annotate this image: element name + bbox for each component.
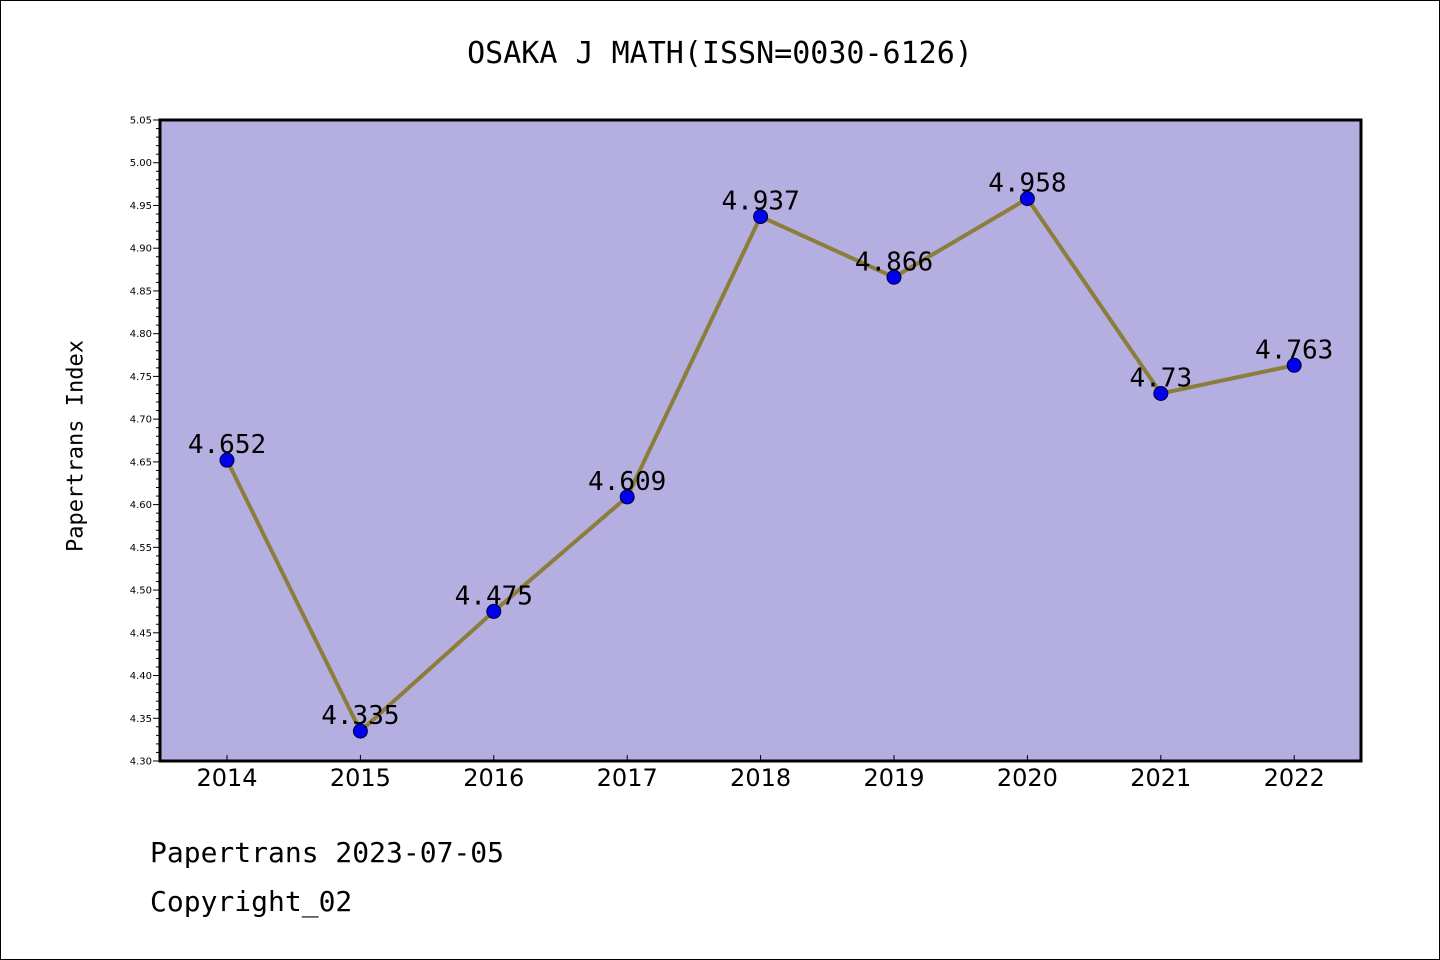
data-point: [486, 603, 502, 619]
y-tick-label: 5.05: [130, 116, 152, 127]
data-point: [1153, 385, 1169, 401]
x-tick-label: 2020: [997, 764, 1058, 792]
data-label: 4.609: [588, 467, 666, 497]
x-tick-label: 2022: [1264, 764, 1325, 792]
chart-title: OSAKA J MATH(ISSN=0030-6126): [467, 36, 973, 71]
data-label: 4.475: [455, 581, 533, 611]
y-tick-label: 4.80: [130, 329, 152, 340]
x-tick-label: 2016: [463, 764, 524, 792]
y-tick-label: 4.30: [130, 757, 152, 768]
data-point: [352, 723, 368, 739]
data-label: 4.937: [721, 187, 799, 217]
data-point: [619, 489, 635, 505]
x-tick-label: 2015: [330, 764, 391, 792]
data-label: 4.958: [988, 169, 1066, 199]
y-tick-label: 4.40: [130, 671, 152, 682]
y-tick-label: 4.90: [130, 244, 152, 255]
y-tick-label: 5.00: [130, 158, 152, 169]
data-point: [219, 452, 235, 468]
y-tick-label: 4.85: [130, 286, 152, 297]
y-tick-label: 4.60: [130, 500, 152, 511]
y-tick-label: 4.95: [130, 201, 152, 212]
data-label: 4.652: [188, 430, 266, 460]
y-tick-label: 4.65: [130, 457, 152, 468]
footer-date: Papertrans 2023-07-05: [150, 836, 505, 869]
y-tick-label: 4.50: [130, 586, 152, 597]
data-label: 4.763: [1255, 335, 1333, 365]
data-label: 4.335: [321, 701, 399, 731]
x-tick-label: 2017: [597, 764, 658, 792]
plot-area: [158, 118, 1363, 763]
data-point: [886, 269, 902, 285]
x-tick-label: 2018: [730, 764, 791, 792]
data-point: [1286, 357, 1302, 373]
x-tick-label: 2019: [863, 764, 924, 792]
y-tick-label: 4.55: [130, 543, 152, 554]
data-point: [1019, 191, 1035, 207]
x-tick-label: 2021: [1130, 764, 1191, 792]
y-tick-label: 4.35: [130, 714, 152, 725]
footer-copyright: Copyright_02: [150, 885, 353, 918]
data-point: [753, 209, 769, 225]
data-label: 4.73: [1129, 363, 1192, 393]
data-label: 4.866: [855, 247, 933, 277]
y-tick-label: 4.45: [130, 628, 152, 639]
y-tick-label: 4.75: [130, 372, 152, 383]
y-tick-label: 4.70: [130, 415, 152, 426]
x-tick-label: 2014: [196, 764, 257, 792]
